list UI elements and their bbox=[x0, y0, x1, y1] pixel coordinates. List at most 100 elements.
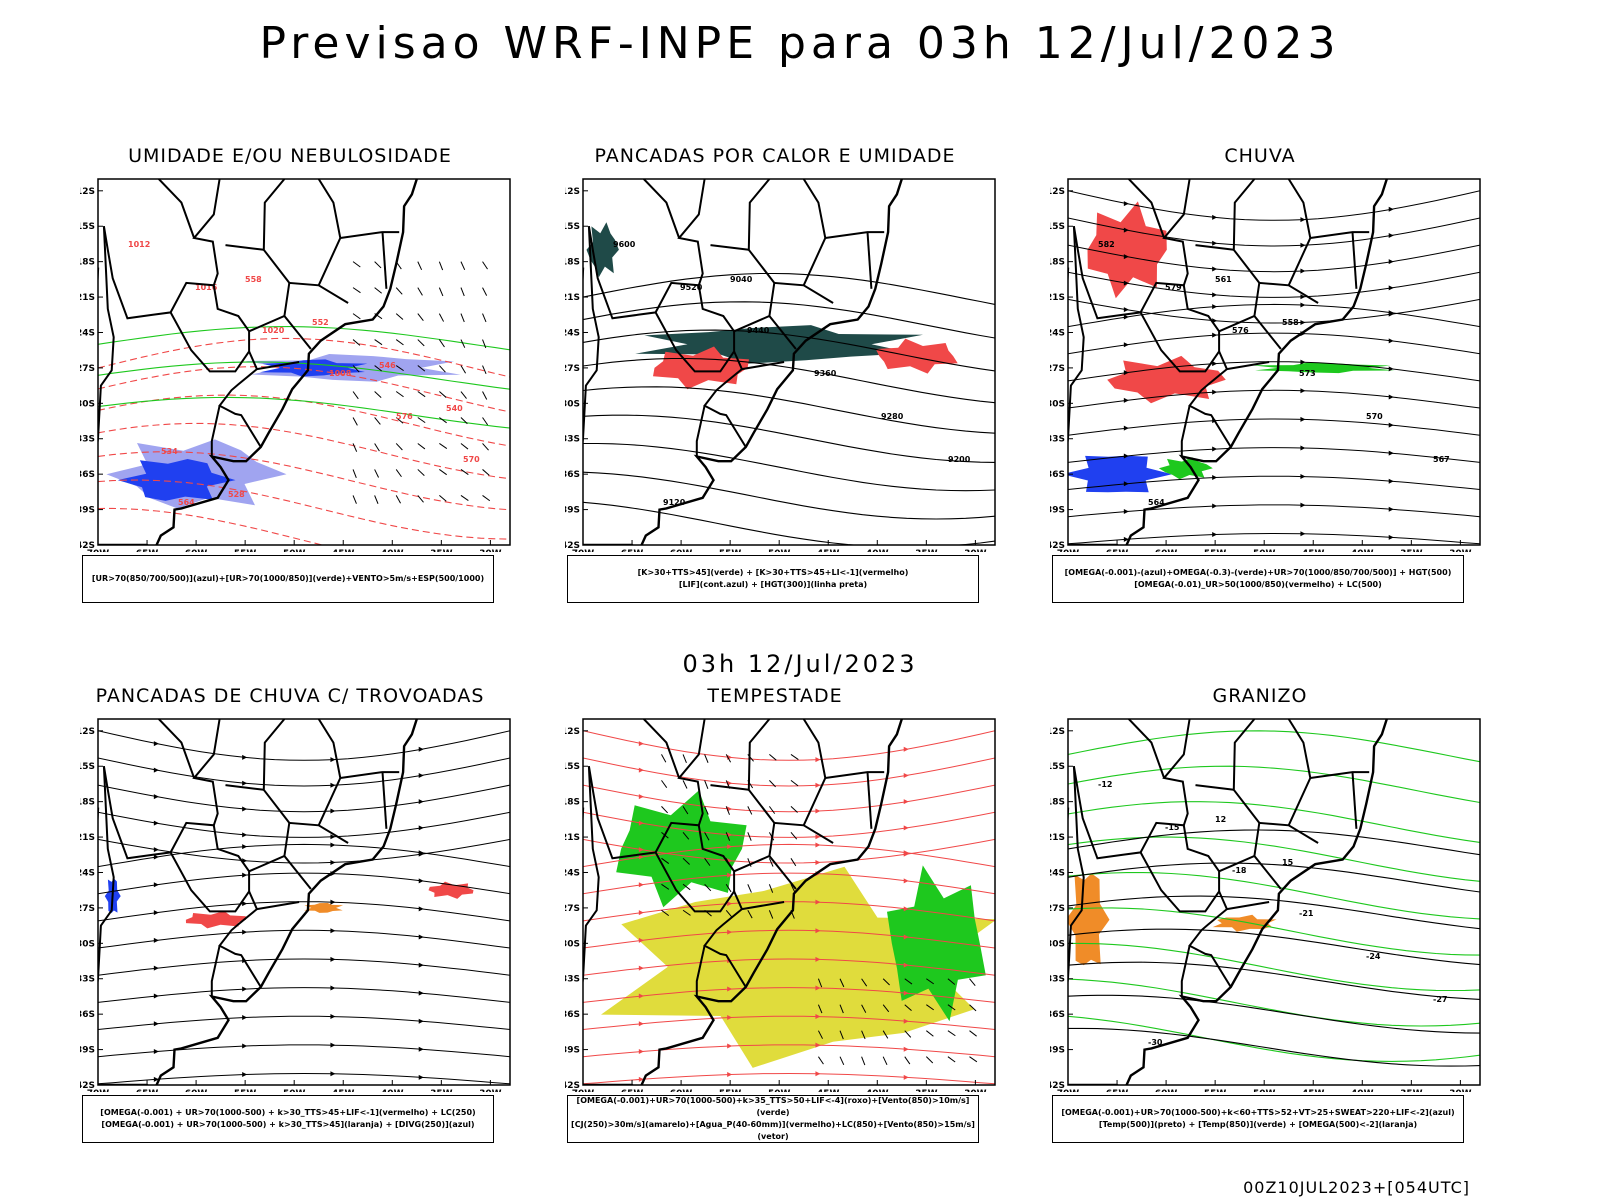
wind-vector bbox=[661, 780, 668, 788]
state-border bbox=[218, 350, 262, 448]
lon-label: 50W bbox=[1253, 1089, 1276, 1092]
lon-label: 60W bbox=[185, 1089, 208, 1092]
streamline bbox=[98, 843, 510, 868]
streamline-arrowhead bbox=[1388, 394, 1394, 400]
lat-label: 15S bbox=[565, 222, 580, 232]
streamline-arrowhead bbox=[903, 1046, 909, 1052]
humidity-contour bbox=[98, 361, 510, 390]
lat-label: 27S bbox=[565, 364, 580, 374]
wind-vector bbox=[417, 495, 424, 503]
wind-vector bbox=[682, 780, 688, 789]
streamline-arrowhead bbox=[815, 899, 821, 905]
streamline bbox=[98, 1044, 510, 1058]
height-contour bbox=[583, 501, 995, 545]
lat-label: 33S bbox=[565, 435, 580, 445]
wind-vector bbox=[460, 469, 469, 476]
lat-label: 21S bbox=[80, 293, 95, 303]
state-border bbox=[583, 226, 600, 447]
streamline bbox=[583, 757, 995, 787]
streamline-arrowhead bbox=[903, 825, 909, 831]
wind-vector bbox=[352, 339, 361, 346]
lat-label: 18S bbox=[1050, 258, 1065, 268]
streamline-arrowhead bbox=[815, 757, 821, 763]
wind-vector bbox=[926, 1004, 934, 1011]
lat-label: 33S bbox=[1050, 975, 1065, 985]
wind-vector bbox=[969, 1004, 977, 1012]
humidity-contour bbox=[98, 326, 510, 351]
streamline-arrowhead bbox=[153, 910, 159, 916]
legend-caption: [UR>70(850/700/500)](azul)+[UR>70(1000/8… bbox=[82, 555, 494, 603]
wind-vector bbox=[417, 339, 425, 347]
wind-vector bbox=[725, 806, 730, 815]
wind-vector bbox=[682, 883, 691, 891]
state-border bbox=[802, 719, 827, 826]
streamline-arrowhead bbox=[1388, 506, 1394, 512]
contour-label: 558 bbox=[245, 275, 262, 284]
wind-vector bbox=[438, 339, 445, 348]
lon-label: 60W bbox=[670, 549, 693, 552]
wind-area bbox=[887, 865, 986, 1022]
streamline-arrowhead bbox=[638, 1076, 644, 1082]
wind-vector bbox=[460, 339, 466, 348]
streamline-arrowhead bbox=[153, 965, 159, 971]
streamline bbox=[98, 1015, 510, 1030]
contour-label: 1020 bbox=[262, 326, 285, 335]
streamline-arrowhead bbox=[1123, 280, 1129, 286]
streamline-arrowhead bbox=[1388, 232, 1394, 238]
streamline-arrowhead bbox=[418, 746, 424, 752]
streamline-arrowhead bbox=[815, 985, 821, 991]
wind-vector bbox=[768, 884, 774, 893]
wind-vector bbox=[374, 391, 382, 399]
streamline-arrowhead bbox=[1388, 310, 1394, 316]
streamline bbox=[583, 872, 995, 895]
streamline-arrowhead bbox=[1388, 366, 1394, 372]
streamline-arrowhead bbox=[330, 1071, 336, 1077]
streamline-arrowhead bbox=[418, 990, 424, 996]
streamline-arrowhead bbox=[418, 1018, 424, 1024]
lon-label: 40W bbox=[1351, 1089, 1374, 1092]
streamline bbox=[98, 730, 510, 761]
streamline-arrowhead bbox=[727, 1015, 733, 1021]
lat-label: 24S bbox=[1050, 868, 1065, 878]
height-contour bbox=[583, 329, 995, 372]
wind-vector bbox=[460, 495, 469, 501]
wind-vector bbox=[374, 443, 380, 452]
streamline-arrowhead bbox=[153, 1049, 159, 1055]
streamline-arrowhead bbox=[242, 832, 248, 838]
forecast-map: 582 579 576 573 570 567 564 561 558 12S 15S 18S 21S 2… bbox=[1050, 178, 1481, 552]
lat-label: 12S bbox=[1050, 187, 1065, 197]
lon-label: 35W bbox=[1400, 549, 1423, 552]
panel-title: PANCADAS DE CHUVA C/ TROVOADAS bbox=[95, 685, 485, 707]
lat-label: 39S bbox=[565, 506, 580, 516]
streamline-arrowhead bbox=[418, 772, 424, 778]
lat-label: 30S bbox=[80, 939, 95, 949]
panel-title: CHUVA bbox=[1224, 145, 1296, 167]
streamline-arrowhead bbox=[1212, 532, 1218, 538]
streamline-arrowhead bbox=[1300, 388, 1306, 394]
lat-label: 33S bbox=[1050, 435, 1065, 445]
state-border bbox=[1139, 285, 1221, 373]
contour-label: 9600 bbox=[613, 240, 636, 249]
wind-vector bbox=[682, 857, 690, 865]
temp500-contour bbox=[1068, 961, 1480, 1000]
wind-vector bbox=[704, 806, 709, 815]
streamline-arrowhead bbox=[1212, 240, 1218, 246]
wind-vector bbox=[747, 806, 753, 815]
height-contour bbox=[583, 414, 995, 463]
streamline-arrowhead bbox=[903, 1018, 909, 1024]
contour-label: 1008 bbox=[329, 369, 352, 378]
streamline-arrowhead bbox=[815, 834, 821, 840]
streamline-arrowhead bbox=[242, 844, 248, 850]
streamline-arrowhead bbox=[638, 794, 644, 800]
lon-label: 50W bbox=[283, 549, 306, 552]
lat-label: 27S bbox=[1050, 904, 1065, 914]
wind-vector bbox=[482, 261, 488, 270]
lon-label: 40W bbox=[866, 549, 889, 552]
state-border bbox=[381, 772, 388, 829]
lat-label: 21S bbox=[80, 833, 95, 843]
state-border bbox=[169, 825, 251, 913]
contour-label: 9040 bbox=[730, 275, 753, 284]
lat-label: 33S bbox=[80, 975, 95, 985]
state-border bbox=[703, 890, 747, 988]
streamline-arrowhead bbox=[1388, 450, 1394, 456]
